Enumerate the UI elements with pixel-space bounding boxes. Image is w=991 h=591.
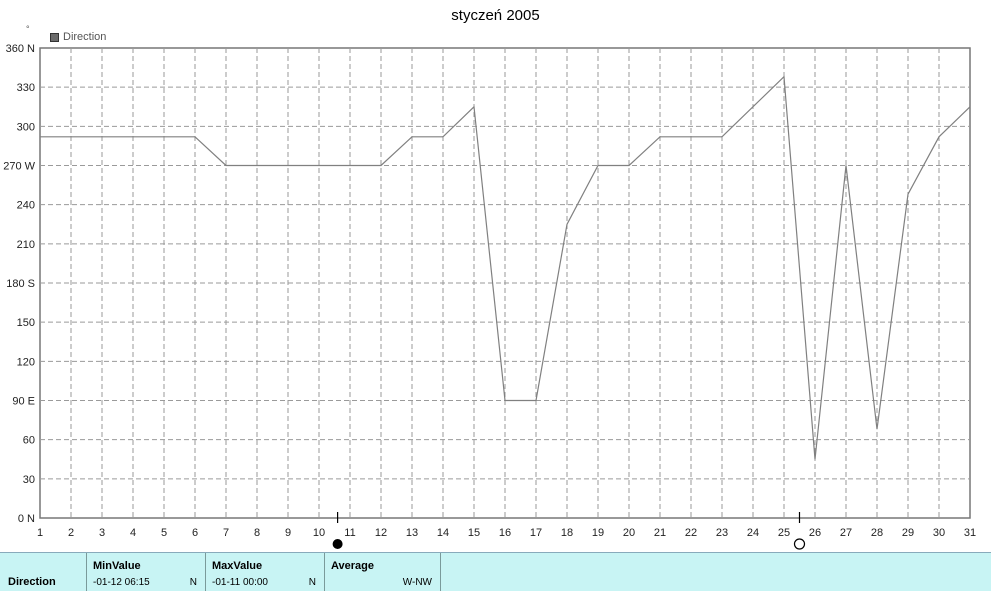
x-tick-label: 24	[747, 527, 759, 539]
x-tick-label: 1	[37, 527, 43, 539]
legend-swatch	[50, 32, 59, 42]
y-tick-label: 270 W	[3, 161, 35, 173]
moon-phase-markers	[332, 512, 806, 550]
x-tick-label: 31	[964, 527, 976, 539]
min-header: MinValue	[93, 560, 141, 572]
x-tick-label: 3	[99, 527, 105, 539]
x-tick-label: 12	[375, 527, 387, 539]
avg-header: Average	[331, 560, 375, 572]
x-tick-label: 29	[902, 527, 914, 539]
y-tick-label: 330	[17, 82, 35, 94]
new-moon-icon	[793, 538, 806, 550]
y-tick-label: 180 S	[6, 278, 35, 290]
y-tick-label: 150	[17, 317, 35, 329]
avg-value: W-NW	[402, 577, 432, 588]
stats-panel: Direction MinValue -01-12 06:15 N MaxVal…	[0, 552, 991, 591]
x-tick-label: 21	[654, 527, 666, 539]
y-tick-label: 30	[23, 474, 35, 486]
x-tick-label: 17	[530, 527, 542, 539]
x-tick-label: 11	[344, 527, 355, 539]
y-tick-label: 90 E	[12, 396, 35, 408]
x-tick-label: 27	[840, 527, 852, 539]
max-date: -01-11 00:00	[212, 577, 268, 588]
x-tick-label: 2	[68, 527, 74, 539]
x-tick-label: 23	[716, 527, 728, 539]
y-tick-label: 60	[23, 435, 35, 447]
x-tick-label: 9	[285, 527, 291, 539]
x-tick-label: 30	[933, 527, 945, 539]
y-tick-label: 360 N	[6, 43, 35, 55]
x-tick-label: 8	[254, 527, 260, 539]
legend: Direction	[50, 31, 106, 43]
x-tick-label: 19	[592, 527, 604, 539]
x-tick-label: 5	[161, 527, 167, 539]
max-direction: N	[308, 577, 316, 588]
x-tick-label: 14	[437, 527, 449, 539]
y-tick-label: 300	[17, 121, 35, 133]
stats-max-cell: MaxValue -01-11 00:00 N	[206, 553, 325, 591]
x-tick-label: 26	[809, 527, 821, 539]
x-tick-label: 20	[623, 527, 635, 539]
chart-title: styczeń 2005	[451, 7, 540, 24]
x-tick-label: 16	[499, 527, 511, 539]
x-tick-label: 15	[468, 527, 480, 539]
x-tick-label: 25	[778, 527, 790, 539]
y-tick-label: 120	[17, 356, 35, 368]
y-tick-label: 0 N	[18, 513, 35, 525]
x-tick-label: 10	[313, 527, 325, 539]
y-tick-label: 210	[17, 239, 35, 251]
x-tick-label: 13	[406, 527, 418, 539]
min-date: -01-12 06:15	[93, 577, 150, 588]
chart-grid	[39, 47, 971, 519]
min-direction: N	[189, 577, 197, 588]
stats-rowlabel-cell: Direction	[0, 553, 87, 591]
x-tick-label: 18	[561, 527, 573, 539]
y-unit-label: °	[26, 24, 30, 34]
stats-row-label: Direction	[8, 576, 56, 588]
legend-label: Direction	[63, 31, 107, 43]
stats-avg-cell: Average W-NW	[325, 553, 441, 591]
max-header: MaxValue	[212, 560, 263, 572]
x-tick-label: 28	[871, 527, 883, 539]
full-moon-icon	[332, 539, 343, 549]
x-tick-label: 7	[223, 527, 229, 539]
x-tick-label: 6	[192, 527, 198, 539]
chart-series	[40, 75, 971, 460]
stats-min-cell: MinValue -01-12 06:15 N	[87, 553, 206, 591]
y-tick-label: 240	[17, 200, 35, 212]
x-tick-label: 22	[685, 527, 697, 539]
x-tick-label: 4	[130, 527, 136, 539]
direction-series-line	[40, 75, 971, 460]
